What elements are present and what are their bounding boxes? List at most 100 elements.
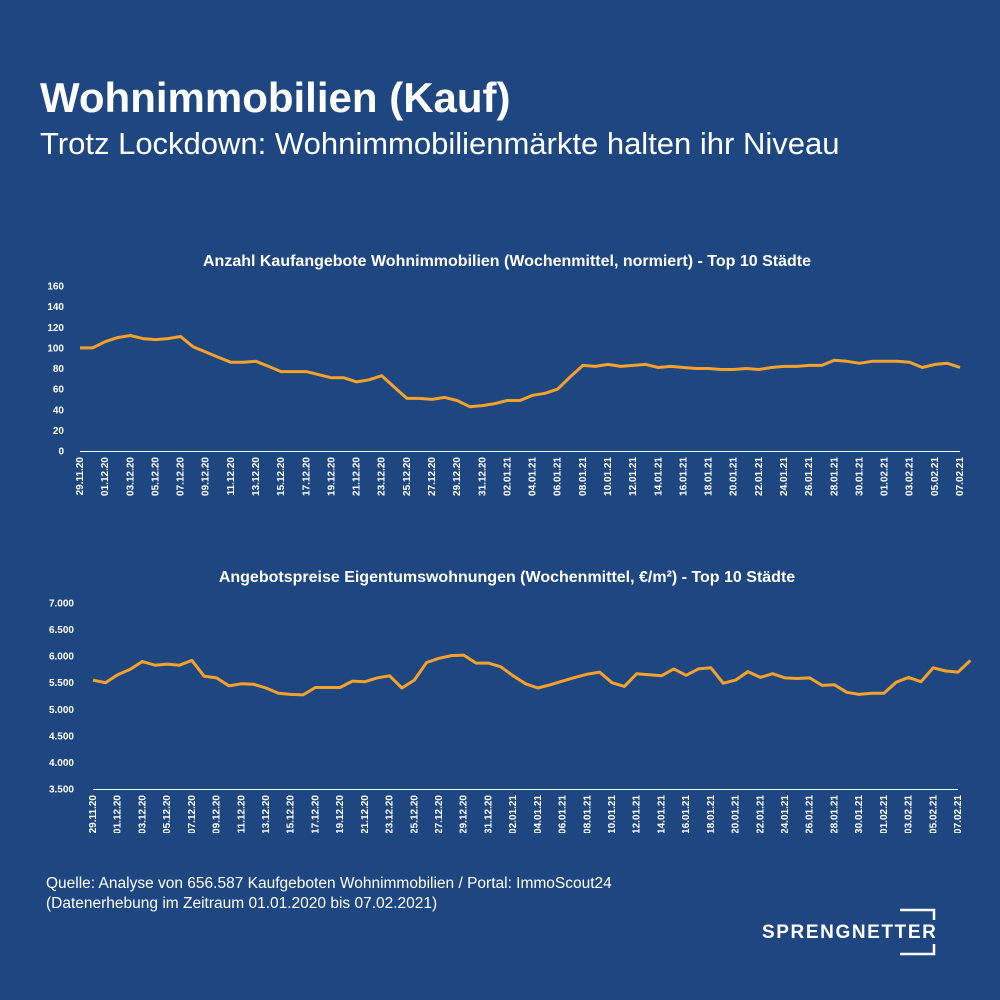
x-tick-label: 03.02.21 — [905, 457, 916, 496]
y-tick-label: 6.000 — [49, 652, 74, 663]
y-tick-label: 7.000 — [49, 599, 74, 610]
x-tick-label: 17.12.20 — [310, 795, 321, 833]
x-tick-label: 23.12.20 — [377, 457, 388, 496]
chart-title: Angebotspreise Eigentumswohnungen (Woche… — [219, 569, 795, 586]
x-tick-label: 22.01.21 — [754, 457, 765, 496]
x-tick-label: 01.02.21 — [880, 457, 891, 496]
x-tick-label: 19.12.20 — [335, 795, 346, 833]
x-tick-label: 18.01.21 — [704, 457, 715, 496]
x-tick-label: 18.01.21 — [706, 795, 717, 833]
y-tick-label: 20 — [53, 426, 65, 437]
x-tick-label: 25.12.20 — [409, 795, 420, 833]
x-tick-label: 29.11.20 — [75, 457, 86, 496]
x-tick-label: 01.12.20 — [113, 795, 124, 833]
x-tick-label: 06.01.21 — [553, 457, 564, 496]
x-tick-label: 30.01.21 — [854, 795, 865, 833]
y-tick-label: 140 — [47, 302, 64, 313]
x-tick-label: 04.01.21 — [528, 457, 539, 496]
x-tick-label: 13.12.20 — [261, 795, 272, 833]
y-tick-label: 40 — [53, 405, 65, 416]
x-tick-label: 23.12.20 — [385, 795, 396, 833]
x-tick-label: 11.12.20 — [236, 795, 247, 833]
x-tick-label: 21.12.20 — [352, 457, 363, 496]
x-tick-label: 29.12.20 — [459, 795, 470, 833]
x-tick-label: 27.12.20 — [434, 795, 445, 833]
x-tick-label: 31.12.20 — [483, 795, 494, 833]
x-tick-label: 20.01.21 — [729, 457, 740, 496]
x-tick-label: 07.12.20 — [176, 457, 187, 496]
y-tick-label: 4.000 — [49, 758, 74, 769]
y-tick-label: 3.500 — [49, 785, 74, 796]
y-tick-label: 4.500 — [49, 731, 74, 742]
logo-frame-icon — [900, 908, 936, 956]
y-tick-label: 60 — [53, 385, 65, 396]
x-tick-label: 05.12.20 — [162, 795, 173, 833]
chart-title: Anzahl Kaufangebote Wohnimmobilien (Woch… — [203, 253, 811, 270]
x-tick-label: 26.01.21 — [805, 795, 816, 833]
y-tick-label: 80 — [53, 364, 65, 375]
x-tick-label: 03.12.20 — [137, 795, 148, 833]
x-tick-label: 05.02.21 — [930, 457, 941, 496]
x-tick-label: 06.01.21 — [558, 795, 569, 833]
x-tick-label: 21.12.20 — [360, 795, 371, 833]
y-tick-label: 0 — [58, 447, 64, 458]
x-tick-label: 28.01.21 — [829, 795, 840, 833]
x-tick-label: 15.12.20 — [276, 457, 287, 496]
series-line — [80, 334, 961, 409]
page-title: Wohnimmobilien (Kauf) — [40, 74, 511, 121]
x-tick-label: 29.12.20 — [452, 457, 463, 496]
x-tick-label: 29.11.20 — [88, 795, 99, 833]
x-tick-label: 10.01.21 — [607, 795, 618, 833]
y-tick-label: 160 — [47, 282, 64, 293]
series-line — [92, 653, 972, 697]
x-tick-label: 14.01.21 — [653, 457, 664, 496]
x-tick-label: 19.12.20 — [326, 457, 337, 496]
x-tick-label: 05.12.20 — [150, 457, 161, 496]
x-tick-label: 04.01.21 — [533, 795, 544, 833]
y-tick-label: 5.500 — [49, 678, 74, 689]
x-tick-label: 16.01.21 — [681, 795, 692, 833]
x-tick-label: 31.12.20 — [477, 457, 488, 496]
x-tick-label: 09.12.20 — [212, 795, 223, 833]
x-tick-label: 08.01.21 — [582, 795, 593, 833]
chart-offers-count: Anzahl Kaufangebote Wohnimmobilien (Woch… — [47, 253, 966, 496]
x-tick-label: 11.12.20 — [226, 457, 237, 496]
source-note: Quelle: Analyse von 656.587 Kaufgeboten … — [46, 875, 612, 892]
x-tick-label: 30.01.21 — [854, 457, 865, 496]
x-tick-label: 15.12.20 — [286, 795, 297, 833]
x-tick-label: 12.01.21 — [628, 457, 639, 496]
x-tick-label: 17.12.20 — [301, 457, 312, 496]
x-tick-label: 14.01.21 — [656, 795, 667, 833]
page-subtitle: Trotz Lockdown: Wohnimmobilienmärkte hal… — [40, 126, 840, 161]
chart-apartment-prices: Angebotspreise Eigentumswohnungen (Woche… — [49, 569, 972, 833]
x-tick-label: 16.01.21 — [678, 457, 689, 496]
x-tick-label: 07.12.20 — [187, 795, 198, 833]
logo-text: SPRENGNETTER — [762, 922, 938, 943]
x-tick-label: 02.01.21 — [502, 457, 513, 496]
x-tick-label: 27.12.20 — [427, 457, 438, 496]
x-tick-label: 07.02.21 — [953, 795, 964, 833]
x-tick-label: 09.12.20 — [201, 457, 212, 496]
y-tick-label: 5.000 — [49, 705, 74, 716]
x-tick-label: 20.01.21 — [731, 795, 742, 833]
x-tick-label: 22.01.21 — [755, 795, 766, 833]
x-tick-label: 01.12.20 — [100, 457, 111, 496]
source-period-note: (Datenerhebung im Zeitraum 01.01.2020 bi… — [46, 895, 438, 912]
y-tick-label: 120 — [47, 323, 64, 334]
x-tick-label: 05.02.21 — [928, 795, 939, 833]
x-tick-label: 28.01.21 — [829, 457, 840, 496]
x-tick-label: 24.01.21 — [779, 457, 790, 496]
x-tick-label: 03.02.21 — [904, 795, 915, 833]
x-tick-label: 25.12.20 — [402, 457, 413, 496]
x-tick-label: 13.12.20 — [251, 457, 262, 496]
y-tick-label: 6.500 — [49, 625, 74, 636]
x-tick-label: 07.02.21 — [955, 457, 966, 496]
x-tick-label: 12.01.21 — [632, 795, 643, 833]
y-tick-label: 100 — [47, 343, 64, 354]
x-tick-label: 24.01.21 — [780, 795, 791, 833]
sprengnetter-logo: SPRENGNETTER — [762, 908, 947, 956]
x-tick-label: 26.01.21 — [804, 457, 815, 496]
x-tick-label: 10.01.21 — [603, 457, 614, 496]
x-tick-label: 03.12.20 — [125, 457, 136, 496]
x-tick-label: 02.01.21 — [508, 795, 519, 833]
